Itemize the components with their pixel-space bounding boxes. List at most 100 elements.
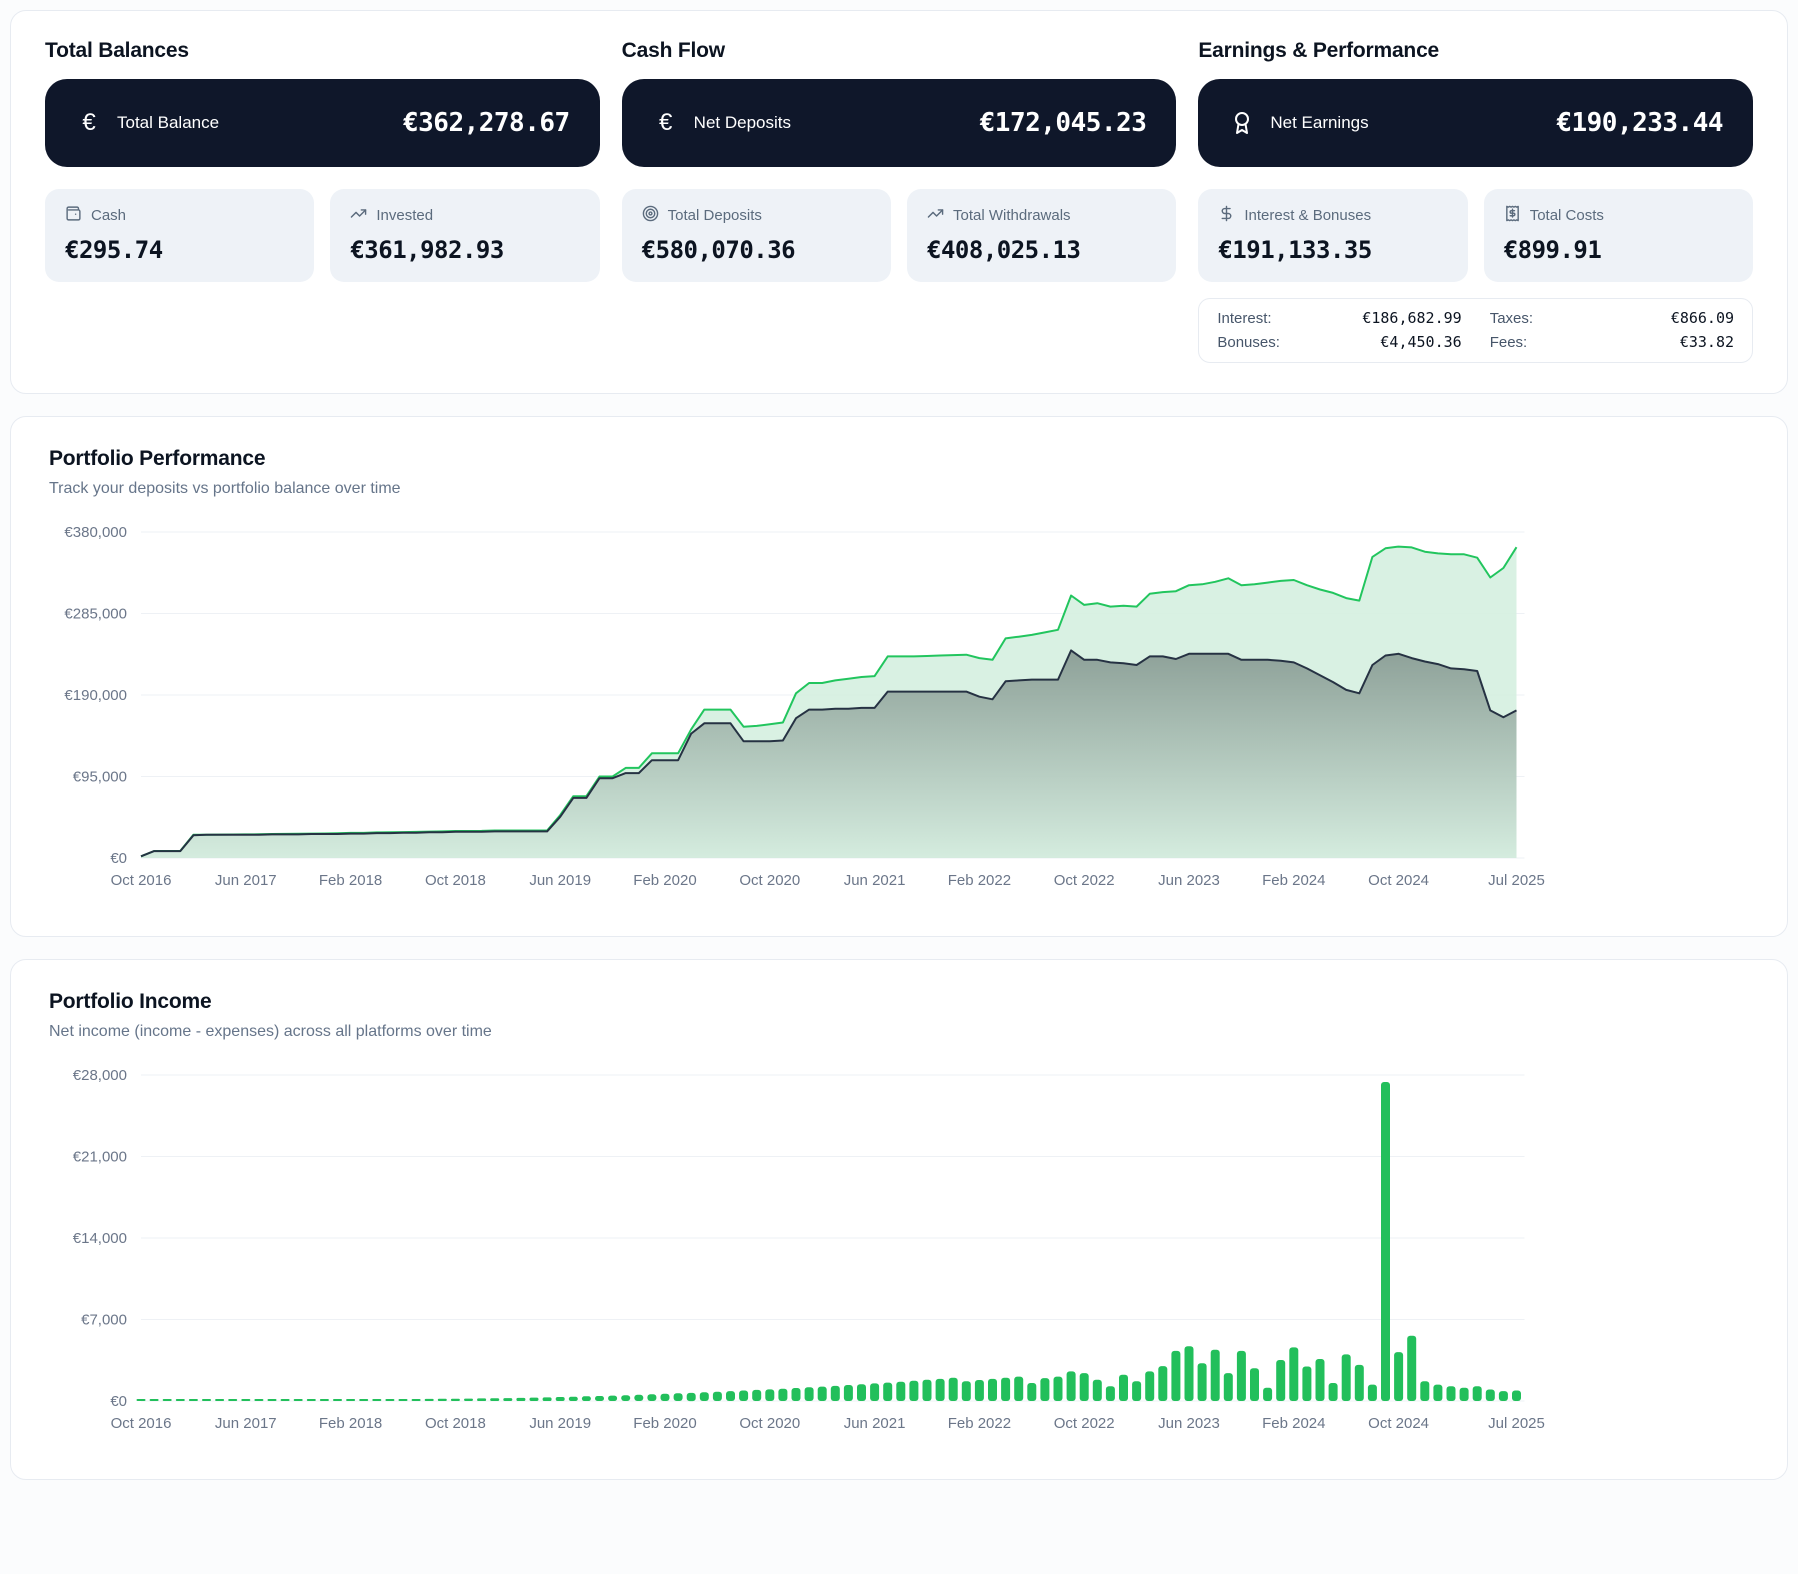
- breakdown-label: Taxes:: [1490, 308, 1533, 329]
- income-bar: [765, 1389, 774, 1401]
- earnings-breakdown: Interest: €186,682.99 Bonuses: €4,450.36…: [1198, 298, 1753, 363]
- total-deposits-stat-card: Total Deposits €580,070.36: [622, 189, 891, 282]
- income-bar: [661, 1394, 670, 1401]
- performance-subtitle: Track your deposits vs portfolio balance…: [49, 480, 1749, 498]
- panel-title: Cash Flow: [622, 39, 1177, 63]
- income-bar: [1512, 1391, 1521, 1402]
- income-bar: [647, 1394, 656, 1401]
- pill-value: €172,045.23: [980, 108, 1147, 138]
- x-axis-tick-label: Oct 2016: [111, 872, 172, 889]
- income-bar: [883, 1383, 892, 1401]
- income-bar: [477, 1398, 486, 1401]
- income-bar: [1145, 1371, 1154, 1401]
- income-bar: [713, 1392, 722, 1401]
- euro-icon: €: [652, 109, 680, 137]
- income-bar: [215, 1399, 224, 1401]
- pill-value: €362,278.67: [403, 108, 570, 138]
- income-bar: [438, 1399, 447, 1401]
- income-bar: [1276, 1360, 1285, 1401]
- income-bar: [1054, 1377, 1063, 1401]
- income-bar: [150, 1399, 159, 1401]
- income-bar: [189, 1399, 198, 1401]
- income-bar: [1460, 1388, 1469, 1401]
- y-axis-tick-label: €0: [110, 1393, 127, 1410]
- stat-value: €580,070.36: [642, 236, 871, 264]
- income-bar: [137, 1399, 146, 1401]
- income-bar: [1433, 1385, 1442, 1401]
- total-withdrawals-stat-card: Total Withdrawals €408,025.13: [907, 189, 1176, 282]
- panel-total-balances: Total Balances € Total Balance €362,278.…: [45, 39, 600, 363]
- income-bar: [726, 1391, 735, 1401]
- stat-value: €191,133.35: [1218, 236, 1447, 264]
- x-axis-tick-label: Jun 2021: [844, 1415, 906, 1432]
- stat-label: Total Withdrawals: [953, 207, 1071, 224]
- income-bar: [556, 1397, 565, 1401]
- income-bar: [543, 1397, 552, 1401]
- income-bar: [1067, 1371, 1076, 1401]
- income-bar: [228, 1399, 237, 1401]
- income-bar: [739, 1391, 748, 1402]
- stat-label: Total Deposits: [668, 207, 762, 224]
- income-bar: [896, 1382, 905, 1401]
- breakdown-label: Interest:: [1217, 308, 1271, 329]
- x-axis-tick-label: Jun 2019: [529, 872, 591, 889]
- y-axis-tick-label: €28,000: [73, 1067, 127, 1084]
- income-bar: [1499, 1391, 1508, 1401]
- income-bar: [1014, 1377, 1023, 1401]
- income-bar: [1132, 1381, 1141, 1401]
- income-bar: [1171, 1351, 1180, 1401]
- x-axis-tick-label: Oct 2020: [739, 1415, 800, 1432]
- income-bar: [333, 1399, 342, 1401]
- stat-value: €899.91: [1504, 236, 1733, 264]
- income-bar: [1080, 1373, 1089, 1401]
- breakdown-row-bonuses: Bonuses: €4,450.36: [1217, 332, 1461, 353]
- stat-label: Cash: [91, 207, 126, 224]
- income-bar: [1027, 1383, 1036, 1401]
- stat-value: €295.74: [65, 236, 294, 264]
- income-bar: [1119, 1375, 1128, 1401]
- income-bar: [805, 1387, 814, 1401]
- income-bar: [202, 1399, 211, 1401]
- income-bar: [1250, 1368, 1259, 1401]
- summary-card: Total Balances € Total Balance €362,278.…: [10, 10, 1788, 394]
- panel-cash-flow: Cash Flow € Net Deposits €172,045.23 Tot…: [622, 39, 1177, 363]
- stat-value: €361,982.93: [350, 236, 579, 264]
- income-bar: [1407, 1336, 1416, 1401]
- income-bar: [923, 1380, 932, 1401]
- x-axis-tick-label: Jul 2025: [1488, 1415, 1545, 1432]
- x-axis-tick-label: Feb 2022: [948, 1415, 1011, 1432]
- income-bar: [412, 1399, 421, 1401]
- income-bar: [1106, 1386, 1115, 1401]
- performance-area-chart: €0€95,000€190,000€285,000€380,000Oct 201…: [11, 512, 1787, 920]
- income-bar: [1368, 1385, 1377, 1401]
- x-axis-tick-label: Oct 2022: [1054, 1415, 1115, 1432]
- income-bar: [385, 1399, 394, 1401]
- income-bar: [1185, 1346, 1194, 1401]
- breakdown-row-interest: Interest: €186,682.99: [1217, 308, 1461, 329]
- income-bar: [281, 1399, 290, 1401]
- income-bar: [346, 1399, 355, 1401]
- income-bar: [241, 1399, 250, 1401]
- income-bar: [1316, 1359, 1325, 1401]
- x-axis-tick-label: Feb 2024: [1262, 1415, 1325, 1432]
- breakdown-row-fees: Fees: €33.82: [1490, 332, 1734, 353]
- dollar-sign-icon: [1218, 205, 1235, 226]
- y-axis-tick-label: €285,000: [64, 606, 127, 623]
- income-bar: [687, 1393, 696, 1401]
- income-bar: [1263, 1388, 1272, 1401]
- income-bar: [176, 1399, 185, 1401]
- income-bar: [608, 1396, 617, 1401]
- income-bar: [792, 1388, 801, 1401]
- y-axis-tick-label: €7,000: [81, 1312, 127, 1329]
- breakdown-label: Bonuses:: [1217, 332, 1280, 353]
- income-bar: [254, 1399, 263, 1401]
- y-axis-tick-label: €14,000: [73, 1230, 127, 1247]
- income-bar: [1093, 1380, 1102, 1401]
- total-costs-stat-card: Total Costs €899.91: [1484, 189, 1753, 282]
- income-bar: [909, 1381, 918, 1401]
- income-bar: [936, 1379, 945, 1401]
- income-bar: [464, 1399, 473, 1401]
- cash-stat-card: Cash €295.74: [45, 189, 314, 282]
- income-bar: [1447, 1386, 1456, 1401]
- income-bar: [1486, 1390, 1495, 1402]
